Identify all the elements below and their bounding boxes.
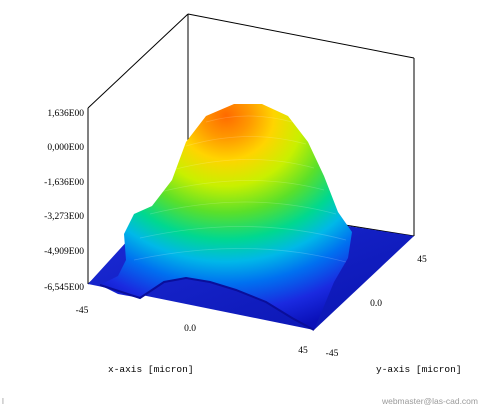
y-tick-label: 45 bbox=[417, 255, 427, 265]
x-tick-label: -45 bbox=[76, 306, 89, 316]
y-tick-label: 0.0 bbox=[370, 299, 382, 309]
z-tick-label: -6,545E00 bbox=[44, 283, 84, 293]
x-tick-label: 0.0 bbox=[184, 324, 196, 334]
x-axis-title: x-axis [micron] bbox=[108, 364, 194, 375]
y-axis-tick-labels: -45 0.0 45 bbox=[326, 255, 427, 359]
z-tick-label: -4,909E00 bbox=[44, 247, 84, 257]
z-tick-label: -3,273E00 bbox=[44, 212, 84, 222]
surface-dome bbox=[100, 104, 352, 330]
y-axis-title: y-axis [micron] bbox=[376, 364, 462, 375]
box-top-back-edge bbox=[187, 13, 415, 59]
y-tick-label: -45 bbox=[326, 349, 339, 359]
x-tick-label: 45 bbox=[298, 346, 308, 356]
footer-email: webmaster@las-cad.com bbox=[381, 396, 478, 406]
surface-front-rim bbox=[99, 276, 315, 331]
z-axis-tick-labels: 1,636E00 0,000E00 -1,636E00 -3,273E00 -4… bbox=[44, 109, 84, 293]
box-top-left-edge bbox=[87, 13, 189, 109]
z-tick-label: 1,636E00 bbox=[47, 109, 84, 119]
z-tick-label: 0,000E00 bbox=[47, 143, 84, 153]
surface bbox=[88, 104, 414, 331]
z-tick-label: -1,636E00 bbox=[44, 178, 84, 188]
surface-contour-lines bbox=[133, 115, 347, 263]
x-axis-tick-labels: -45 0.0 45 bbox=[76, 306, 308, 356]
footer-left-text: l bbox=[2, 396, 4, 406]
